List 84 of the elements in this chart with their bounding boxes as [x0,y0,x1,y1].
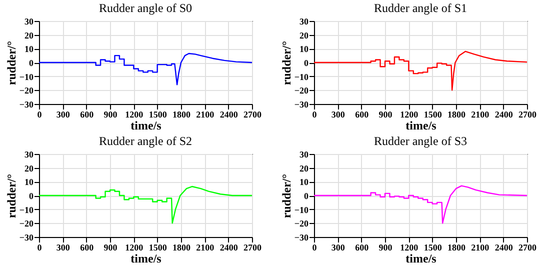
x-tick-label: 0 [37,242,42,252]
x-tick-label: 2400 [220,110,238,120]
x-tick-label: 600 [355,110,370,120]
x-axis-title: time/s [406,252,437,266]
y-tick-label: −30 [19,232,34,242]
x-tick-label: 600 [80,110,94,120]
chart-title: Rudder angle of S2 [99,134,192,148]
x-tick-label: 1800 [448,242,466,252]
y-tick-label: 0 [304,191,309,201]
x-tick-label: 0 [37,110,42,120]
x-tick-label: 2400 [494,110,514,120]
x-axis-title: time/s [130,118,162,132]
line-series [314,50,527,91]
x-tick-label: 2700 [518,110,537,120]
y-tick-label: 10 [300,44,309,54]
x-tick-label: 2100 [471,110,490,120]
y-tick-label: −20 [19,218,34,229]
y-tick-label: 20 [24,163,34,174]
x-tick-label: 2700 [244,242,262,252]
line-series [314,185,527,224]
x-tick-label: 2700 [518,242,537,252]
line-series [39,52,252,86]
x-tick-label: 300 [56,110,70,120]
x-tick-label: 2100 [196,110,215,120]
y-axis-title: rudder/° [4,174,18,218]
y-tick-label: −10 [294,204,309,215]
x-tick-label: 1500 [424,242,442,252]
y-tick-label: 30 [24,150,34,160]
x-tick-label: 1800 [172,242,191,252]
y-tick-label: 10 [300,177,309,188]
chart-title: Rudder angle of S1 [374,1,467,15]
y-axis-title: rudder/° [279,40,294,86]
x-tick-label: 300 [331,110,346,120]
y-axis-title: rudder/° [4,40,18,86]
y-tick-label: −10 [19,72,34,82]
x-tick-label: 2400 [494,242,514,252]
x-tick-label: 900 [378,110,393,120]
x-tick-label: 600 [80,242,94,252]
line-series [39,186,252,224]
x-tick-label: 300 [56,242,70,252]
x-tick-label: 1500 [424,110,442,120]
x-tick-label: 900 [104,110,118,120]
x-tick-label: 2700 [244,110,262,120]
x-tick-label: 300 [331,242,346,252]
x-tick-label: 600 [355,242,370,252]
y-tick-label: −20 [19,86,34,96]
x-tick-label: 1500 [148,110,168,120]
x-tick-label: 900 [378,242,393,252]
y-tick-label: 30 [300,150,309,160]
x-tick-label: 2100 [471,242,490,252]
x-tick-label: 1200 [400,110,419,120]
x-axis-title: time/s [406,118,437,132]
y-tick-label: 30 [24,16,34,26]
y-tick-label: 20 [300,163,309,174]
y-tick-label: −30 [19,100,34,110]
x-tick-label: 1200 [400,242,419,252]
y-axis-title: rudder/° [279,174,294,218]
x-tick-label: 1800 [172,110,191,120]
y-tick-label: −20 [294,218,309,229]
y-tick-label: 30 [300,16,309,26]
y-tick-label: 0 [304,58,309,68]
x-tick-label: 2100 [196,242,215,252]
x-tick-label: 1200 [125,242,144,252]
y-tick-label: −20 [294,86,309,96]
y-tick-label: 20 [300,30,309,40]
x-tick-label: 2400 [220,242,238,252]
x-tick-label: 0 [312,110,318,120]
chart-title: Rudder angle of S3 [374,134,467,148]
y-tick-label: 10 [24,44,34,54]
y-tick-label: 0 [29,191,34,201]
x-axis-title: time/s [130,252,162,266]
y-tick-label: −30 [294,232,309,242]
y-tick-label: 20 [24,30,34,40]
y-tick-label: −30 [294,100,309,110]
y-tick-label: 0 [29,58,34,68]
x-tick-label: 900 [104,242,118,252]
y-tick-label: −10 [19,204,34,215]
x-tick-label: 0 [312,242,318,252]
chart-title: Rudder angle of S0 [99,1,192,15]
y-tick-label: 10 [24,177,34,188]
y-tick-label: −10 [294,72,309,82]
x-tick-label: 1200 [125,110,144,120]
x-tick-label: 1500 [148,242,168,252]
x-tick-label: 1800 [448,110,466,120]
